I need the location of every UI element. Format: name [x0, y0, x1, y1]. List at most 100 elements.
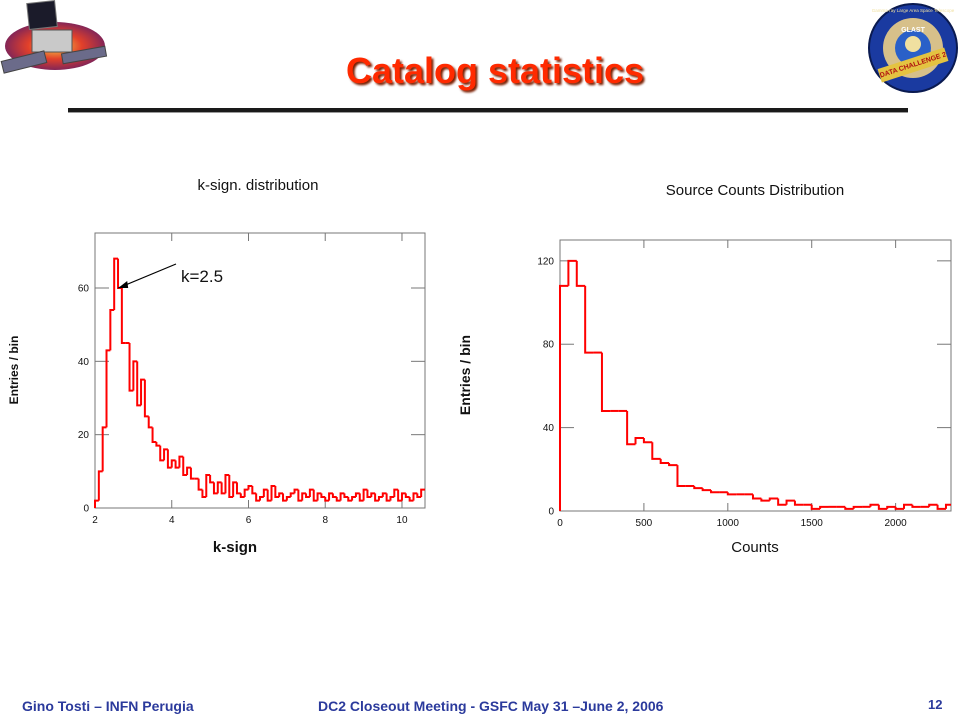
histogram-bin	[651, 442, 661, 460]
histogram-bin	[155, 442, 161, 447]
histogram-bin	[642, 438, 653, 444]
data-challenge-2-patch: GLAST Gamma-ray Large Area Space Telesco…	[868, 3, 958, 93]
histogram-bin	[869, 503, 879, 507]
histogram-bin	[819, 505, 829, 509]
histogram-bin	[197, 478, 203, 491]
histogram-bin	[366, 489, 372, 498]
histogram-bin	[117, 258, 122, 289]
plot-frame	[559, 239, 952, 512]
histogram-bin	[297, 489, 303, 502]
y-axis-label: Entries / bin	[457, 335, 473, 415]
x-tick-label: 2000	[884, 518, 907, 529]
histogram-bin	[239, 493, 245, 498]
annotation-arrow-line	[117, 263, 177, 289]
y-tick-label: 40	[78, 357, 90, 368]
plot-frame	[94, 232, 426, 509]
title-divider	[68, 108, 908, 113]
histogram-bin	[668, 463, 678, 467]
histogram-bin	[710, 490, 720, 494]
histogram-bin	[385, 493, 391, 502]
histogram-bin	[420, 488, 425, 497]
x-tick-label: 4	[169, 515, 175, 526]
annotation-label: k=2.5	[181, 267, 223, 286]
histogram-bin	[140, 378, 145, 406]
x-axis-label: Counts	[731, 539, 779, 556]
histogram-bin	[362, 488, 368, 501]
histogram-bin	[331, 493, 337, 498]
histogram-bin	[189, 467, 195, 480]
footer-meeting: DC2 Closeout Meeting - GSFC May 31 –June…	[318, 698, 664, 714]
histogram-bin	[293, 488, 299, 494]
footer-author: Gino Tosti – INFN Perugia	[22, 698, 194, 714]
histogram-bin	[255, 493, 260, 502]
x-tick-label: 0	[557, 518, 563, 529]
histogram-bin	[170, 459, 176, 468]
histogram-bin	[567, 259, 577, 286]
histogram-bin	[354, 492, 360, 497]
histogram-bin	[351, 496, 356, 501]
histogram-bin	[676, 465, 686, 487]
histogram-bin	[178, 455, 184, 468]
histogram-bin	[151, 427, 157, 443]
x-axis-label: k-sign	[213, 539, 257, 556]
histogram-bin	[163, 448, 168, 461]
y-tick-label: 40	[543, 423, 555, 434]
histogram-bin	[205, 474, 211, 497]
histogram-bin	[936, 504, 946, 510]
k-sign-distribution-chart: k-sign. distribution k-sign Entries / bin 2…	[7, 177, 426, 556]
histogram-bin	[911, 504, 921, 508]
histogram-bin	[220, 482, 226, 495]
histogram-bin	[751, 494, 762, 500]
x-tick-label: 1000	[717, 518, 740, 529]
histogram-bin	[575, 260, 586, 287]
histogram-bin	[232, 481, 237, 497]
histogram-bin	[94, 499, 99, 508]
histogram-bin	[659, 458, 670, 465]
x-tick-label: 10	[396, 515, 408, 526]
histogram-bin	[768, 497, 779, 501]
histogram-bin	[212, 482, 218, 495]
x-tick-label: 6	[246, 515, 252, 526]
histogram-bin	[584, 285, 594, 354]
histogram-bin	[370, 492, 376, 497]
histogram-bin	[174, 460, 180, 469]
histogram-bin	[101, 426, 107, 472]
histogram-bin	[397, 489, 402, 502]
y-axis-label: Entries / bin	[7, 336, 21, 405]
histogram-bin	[793, 500, 804, 506]
histogram-bin	[760, 498, 770, 502]
histogram-bin	[785, 499, 795, 505]
histogram-bin	[128, 343, 134, 392]
histogram-bin	[852, 505, 863, 509]
histogram-bin	[228, 475, 234, 498]
histogram-bin	[289, 492, 295, 497]
histogram-bin	[726, 492, 737, 496]
histogram-bin	[201, 489, 207, 498]
histogram-bin	[270, 485, 276, 501]
histogram-bin	[626, 410, 636, 446]
histogram-bin	[182, 456, 188, 476]
histogram-bin	[320, 493, 326, 498]
histogram-bin	[877, 504, 888, 510]
histogram-bin	[844, 506, 854, 510]
histogram-bin	[358, 493, 364, 502]
chart-title: k-sign. distribution	[198, 177, 319, 194]
histogram-bin	[634, 437, 644, 445]
histogram-bin	[120, 288, 126, 344]
histogram-bin	[278, 492, 284, 497]
slide-title: Catalog statistics	[345, 50, 645, 91]
histogram-bin	[166, 449, 172, 469]
histogram-bin	[404, 493, 410, 498]
histogram-bin	[416, 493, 422, 498]
histogram-bin	[600, 352, 611, 412]
x-tick-label: 8	[322, 515, 328, 526]
histogram-bin	[251, 486, 257, 495]
histogram-bin	[944, 503, 951, 509]
chart-title: Source Counts Distribution	[666, 182, 844, 199]
histogram-bin	[132, 360, 138, 391]
histogram-bin	[559, 284, 569, 511]
histogram-bin	[343, 493, 349, 498]
histogram-bin	[216, 481, 222, 494]
y-tick-label: 60	[78, 284, 90, 295]
glast-satellite-logo	[0, 0, 108, 74]
